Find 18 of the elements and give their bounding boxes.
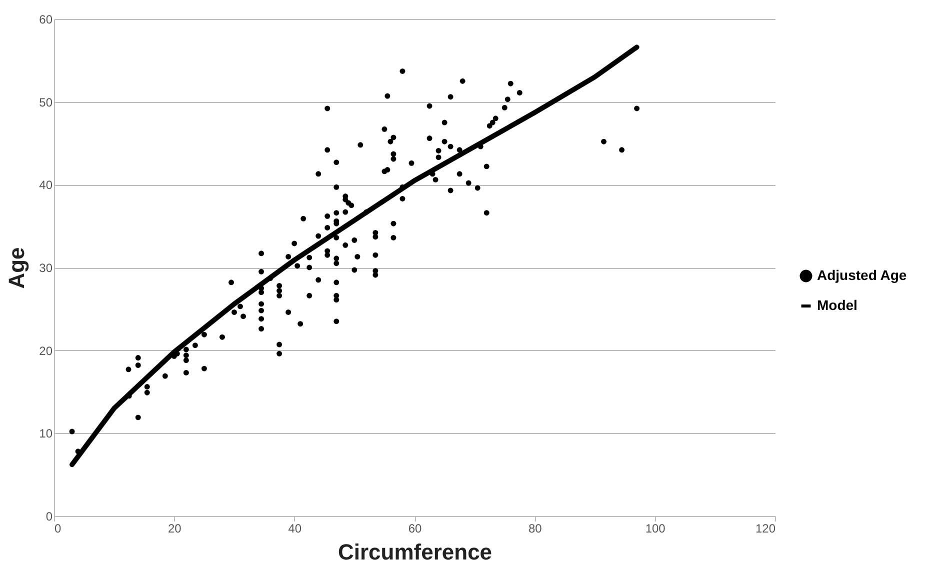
x-tick-label: 0 [54, 522, 62, 536]
y-tick-label: 50 [39, 95, 53, 110]
x-axis-title: Circumference [338, 540, 492, 564]
y-tick-label: 30 [39, 261, 53, 275]
x-tick-label: 80 [528, 522, 542, 536]
legend-label: Model [817, 297, 858, 313]
x-tick-label: 60 [408, 522, 422, 536]
y-axis-title: Age [4, 247, 30, 289]
y-tick-label: 60 [39, 12, 53, 26]
y-tick-label: 0 [46, 510, 53, 524]
x-tick-label: 120 [755, 522, 776, 536]
y-tick-label: 10 [39, 426, 53, 441]
x-tick-label: 20 [168, 522, 182, 536]
legend-label: Adjusted Age [817, 267, 907, 283]
y-tick-label: 20 [39, 344, 53, 358]
x-tick-label: 40 [288, 522, 302, 536]
x-tick-label: 100 [645, 522, 666, 536]
y-tick-label: 40 [39, 178, 53, 192]
